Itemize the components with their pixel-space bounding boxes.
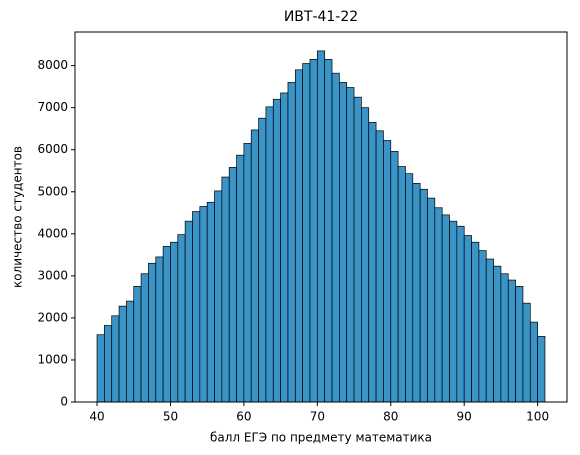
bar (405, 173, 414, 403)
bar (96, 334, 105, 403)
y-tick-label: 7000 (37, 100, 68, 114)
bar (397, 166, 406, 403)
x-tick-label: 90 (457, 410, 472, 424)
bar (478, 250, 487, 403)
bar (162, 246, 171, 403)
bar (515, 286, 524, 403)
bar (155, 256, 164, 403)
x-tick-label: 50 (163, 410, 178, 424)
bar (265, 106, 274, 403)
bar (118, 305, 127, 403)
x-tick-label: 70 (310, 410, 325, 424)
bar (522, 302, 531, 403)
bar (294, 69, 303, 403)
bar (126, 300, 135, 403)
bar (221, 176, 230, 403)
bar (375, 130, 384, 403)
bar (309, 58, 318, 403)
bar (133, 286, 142, 403)
bar (316, 50, 326, 403)
bar (236, 154, 245, 403)
y-tick-label: 5000 (37, 184, 68, 198)
bar (434, 207, 443, 403)
bar (324, 58, 333, 403)
bar (390, 151, 399, 403)
x-tick-label: 80 (383, 410, 398, 424)
bar (258, 117, 267, 403)
bar (456, 225, 465, 403)
x-tick-label: 40 (89, 410, 104, 424)
bar (346, 87, 355, 403)
bar (177, 234, 186, 403)
x-axis-label: балл ЕГЭ по предмету математика (210, 431, 432, 445)
bar (471, 241, 480, 403)
y-tick-label: 4000 (37, 226, 68, 240)
y-tick-label: 6000 (37, 142, 68, 156)
bar (339, 82, 348, 403)
bar (361, 107, 370, 403)
bar (368, 122, 377, 403)
y-tick-label: 0 (60, 395, 68, 409)
bar (427, 197, 436, 403)
y-tick-label: 8000 (37, 58, 68, 72)
bar (287, 82, 296, 403)
bar (104, 325, 113, 403)
bar (170, 241, 179, 403)
bar (206, 201, 215, 403)
bar (441, 214, 450, 403)
bar (280, 92, 289, 403)
bar (463, 235, 472, 403)
y-tick-label: 3000 (37, 268, 68, 282)
bar (272, 98, 281, 403)
bar (228, 167, 237, 403)
bar (383, 140, 392, 403)
y-tick-label: 1000 (37, 352, 68, 366)
bar (449, 220, 458, 403)
bar (353, 96, 362, 403)
y-axis-label: количество студентов (11, 146, 25, 288)
bar (199, 206, 208, 403)
bar (140, 273, 149, 403)
bar (537, 336, 546, 403)
chart-title: ИВТ-41-22 (284, 9, 358, 25)
bar (500, 273, 509, 403)
bar (331, 72, 340, 403)
bar (419, 188, 428, 403)
bar (111, 315, 120, 403)
bar (243, 143, 252, 403)
bar (148, 262, 157, 403)
x-tick-label: 60 (236, 410, 251, 424)
y-tick-label: 2000 (37, 310, 68, 324)
bar (184, 220, 193, 403)
bar (250, 129, 259, 403)
bar (192, 211, 201, 403)
x-tick-label: 100 (526, 410, 549, 424)
bar (529, 321, 538, 403)
bar (412, 183, 421, 403)
bar (493, 265, 502, 403)
plot-frame (74, 31, 568, 403)
bar (214, 190, 223, 403)
bar (302, 63, 311, 403)
bar (485, 258, 494, 403)
bar (507, 279, 516, 403)
